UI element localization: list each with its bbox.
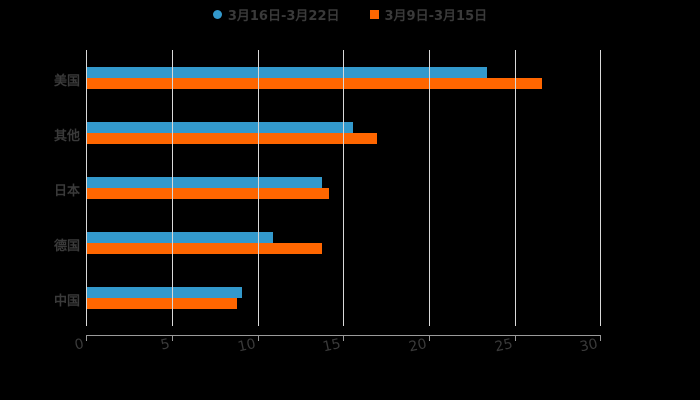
bar[interactable] (86, 67, 487, 78)
bar[interactable] (86, 287, 242, 298)
legend-item-series-0[interactable]: 3月16日-3月22日 (212, 5, 340, 24)
bar[interactable] (86, 188, 330, 199)
circle-marker-icon (212, 9, 222, 19)
category-label: 德国 (53, 239, 80, 254)
category-label: 中国 (53, 294, 80, 309)
x-tick-label: 15 (321, 336, 343, 356)
x-tick-label: 5 (159, 336, 172, 354)
bar[interactable] (86, 133, 378, 144)
legend-label: 3月9日-3月15日 (384, 8, 488, 24)
gridline (343, 50, 344, 326)
x-tick-label: 30 (578, 336, 600, 356)
gridline (172, 50, 173, 326)
gridline (258, 50, 259, 326)
axis-tick (515, 335, 516, 341)
x-tick-label: 25 (493, 336, 515, 356)
bar[interactable] (86, 243, 323, 254)
axis-tick (86, 335, 87, 341)
gridline (86, 50, 87, 326)
axis-tick (343, 335, 344, 341)
axis-tick (429, 335, 430, 341)
axis-tick (172, 335, 173, 341)
gridline (600, 50, 601, 326)
x-axis-line (86, 335, 601, 336)
legend-label: 3月16日-3月22日 (227, 8, 340, 24)
category-label: 其他 (53, 129, 80, 144)
chart-legend: 3月16日-3月22日 3月9日-3月15日 (0, 4, 700, 24)
bar[interactable] (86, 122, 354, 133)
axis-tick (600, 335, 601, 341)
gridline (429, 50, 430, 326)
category-label: 美国 (53, 74, 80, 89)
x-tick-label: 10 (236, 336, 258, 356)
legend-item-series-1[interactable]: 3月9日-3月15日 (369, 5, 488, 24)
bar[interactable] (86, 298, 237, 309)
bar[interactable] (86, 177, 323, 188)
bar[interactable] (86, 78, 542, 89)
bar[interactable] (86, 232, 273, 243)
x-tick-label: 0 (73, 336, 86, 354)
x-tick-label: 20 (407, 336, 429, 356)
axis-tick (258, 335, 259, 341)
category-label: 日本 (53, 184, 80, 199)
square-marker-icon (369, 9, 379, 19)
gridline (515, 50, 516, 326)
